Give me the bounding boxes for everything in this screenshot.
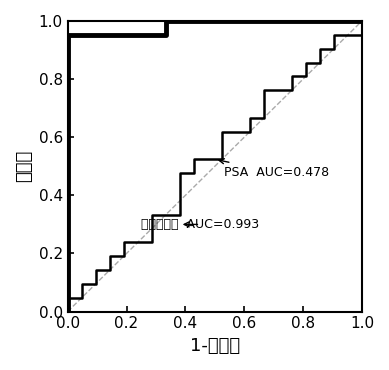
X-axis label: 1-特异性: 1-特异性 [190,337,240,355]
Text: 组合标志物  AUC=0.993: 组合标志物 AUC=0.993 [141,218,259,231]
Text: PSA  AUC=0.478: PSA AUC=0.478 [219,159,329,179]
Y-axis label: 灵敏度: 灵敏度 [15,150,33,182]
